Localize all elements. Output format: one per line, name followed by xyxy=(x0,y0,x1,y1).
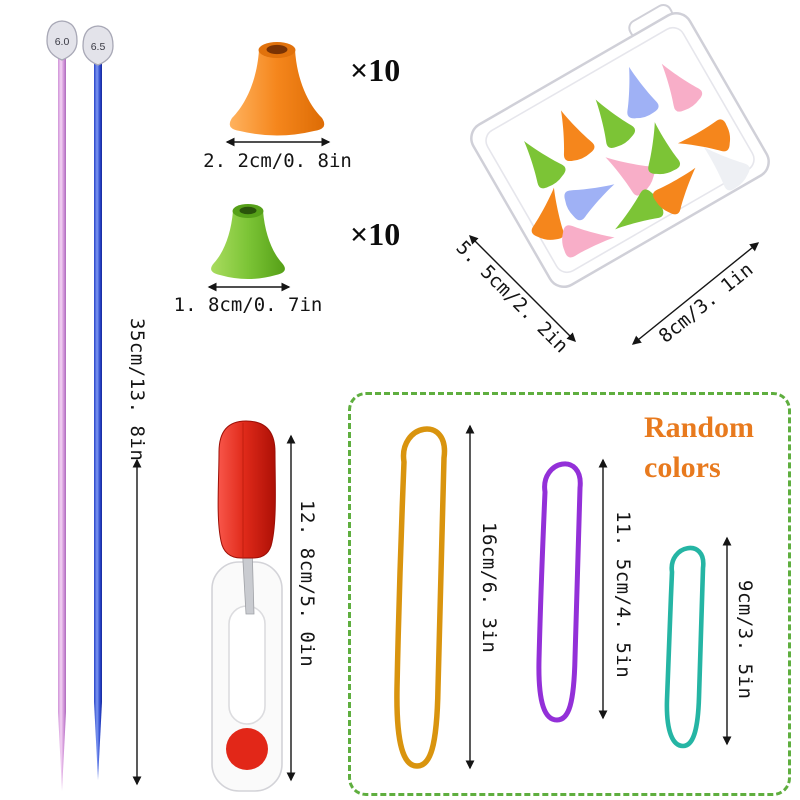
cone-hole-orange xyxy=(266,44,288,55)
stitch-holder-small xyxy=(664,545,706,749)
snips-slot xyxy=(228,605,266,725)
box-inner-rim xyxy=(485,26,755,274)
cone-body-orange xyxy=(229,50,325,136)
point-protector-large xyxy=(229,42,325,136)
large-protector-size-label: 2. 2cm/0. 8in xyxy=(203,150,352,172)
point-protector-small xyxy=(211,204,285,279)
cone-body-green xyxy=(211,211,285,279)
small-protector-size-label: 1. 8cm/0. 7in xyxy=(173,294,323,316)
random-colors-note: Random colors xyxy=(644,411,755,484)
holder-small-label: 9cm/3. 5in xyxy=(734,580,756,700)
needle-size-label-right: 6.5 xyxy=(91,41,106,53)
box-lid xyxy=(470,11,770,289)
box-width-arrow xyxy=(469,235,576,342)
stitch-holder-large xyxy=(394,426,448,769)
cone-hole-green xyxy=(239,206,257,215)
dimension-arrows xyxy=(132,137,760,786)
holder-large-label: 16cm/6. 3in xyxy=(478,522,500,654)
large-protector-quantity: ×10 xyxy=(350,52,401,88)
stitch-holders xyxy=(394,426,706,769)
box-length-arrow xyxy=(631,242,760,345)
snips-cap xyxy=(217,420,276,559)
needle-shaft-pink xyxy=(58,52,66,791)
needle-cap-pink xyxy=(46,20,78,61)
needle-shaft-blue xyxy=(94,57,102,780)
snips-dot xyxy=(226,728,268,770)
needle-size-label-left: 6.0 xyxy=(55,36,70,48)
stitch-holder-medium xyxy=(536,461,583,723)
random-colors-frame xyxy=(348,392,791,796)
small-protector-quantity: ×10 xyxy=(350,216,401,252)
holder-medium-label: 11. 5cm/4. 5in xyxy=(612,511,634,679)
knitting-needles: 6.0 6.5 xyxy=(46,20,114,791)
thread-snips xyxy=(211,420,283,792)
needle-cap-blue xyxy=(82,25,114,66)
storage-box xyxy=(470,3,770,289)
snips-length-label: 12. 8cm/5. 0in xyxy=(296,500,318,668)
needle-length-label: 35cm/13. 8in xyxy=(126,318,148,462)
